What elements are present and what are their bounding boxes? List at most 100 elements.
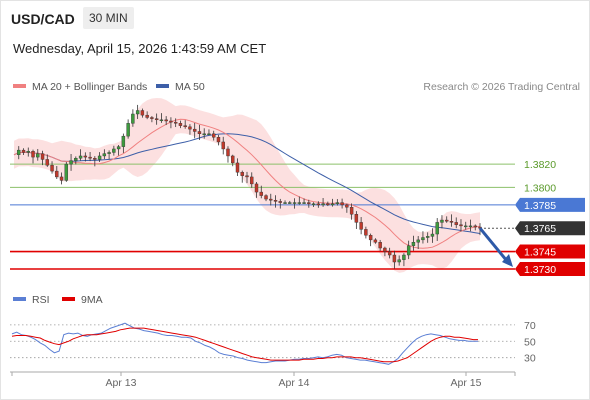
rsi-ma-line <box>11 327 478 363</box>
candle <box>316 201 321 208</box>
candle-up <box>135 110 140 115</box>
candle <box>17 146 21 160</box>
candle <box>83 152 88 162</box>
candle-up <box>64 163 69 181</box>
candle-down <box>231 155 235 164</box>
candle <box>221 136 225 155</box>
candle-down <box>221 141 225 150</box>
candle <box>192 122 197 139</box>
candle <box>21 148 26 156</box>
candle-up <box>435 222 439 235</box>
candle <box>411 235 416 251</box>
candle-up <box>297 202 302 204</box>
candle <box>226 146 230 163</box>
candle-down <box>269 198 273 201</box>
candle-down <box>212 133 216 138</box>
candle <box>269 193 273 206</box>
candle-up <box>126 123 130 137</box>
candle <box>188 124 192 135</box>
candle-down <box>192 128 197 132</box>
candle-down <box>273 200 278 202</box>
candle <box>235 158 240 177</box>
candle <box>364 226 368 239</box>
candle <box>173 118 178 128</box>
candle <box>150 116 154 123</box>
candle <box>26 147 30 157</box>
candle-up <box>74 158 78 161</box>
candle-down <box>21 149 26 153</box>
candle <box>416 236 420 250</box>
candle <box>121 133 126 153</box>
candle-down <box>316 203 321 206</box>
candle-down <box>169 120 173 123</box>
ma50-legend-label: MA 50 <box>175 81 205 93</box>
candle <box>406 240 411 260</box>
candle <box>345 203 349 213</box>
candle-up <box>468 225 473 228</box>
candle-down <box>145 114 149 118</box>
support-tag <box>515 244 585 259</box>
candle <box>36 149 40 161</box>
candle <box>449 214 454 227</box>
candle-down <box>459 224 463 227</box>
candle <box>88 152 92 162</box>
candle-down <box>93 158 97 160</box>
candle <box>231 154 235 167</box>
candle-down <box>364 229 368 236</box>
candle <box>435 218 439 241</box>
candle-down <box>45 159 49 166</box>
candle-down <box>259 191 263 196</box>
bollinger-band <box>14 98 480 273</box>
candle <box>273 195 278 208</box>
candle <box>278 198 282 209</box>
candle-up <box>430 233 435 237</box>
candle <box>116 144 121 156</box>
candle <box>326 201 330 207</box>
candle-down <box>392 254 397 263</box>
interval-badge[interactable]: 30 MIN <box>83 7 134 29</box>
candle <box>64 161 69 182</box>
candle <box>126 119 130 139</box>
candle-down <box>254 183 259 193</box>
candle <box>335 199 340 206</box>
candle <box>397 255 401 266</box>
candle-up <box>102 153 107 157</box>
candle-up <box>335 202 340 204</box>
candle-down <box>216 137 221 143</box>
candle-up <box>26 151 30 153</box>
support-tag <box>515 262 585 277</box>
candle-up <box>406 245 411 256</box>
candle-down <box>150 117 154 119</box>
candle <box>292 198 297 209</box>
candle-down <box>449 221 454 223</box>
candle-down <box>59 176 64 181</box>
candle-up <box>425 236 430 238</box>
ma50-line <box>13 133 481 234</box>
candle <box>164 116 168 126</box>
candle <box>373 238 378 244</box>
candle-up <box>411 241 416 246</box>
candle <box>197 124 202 140</box>
candle <box>154 113 159 125</box>
candle-up <box>121 135 126 147</box>
candle <box>297 196 302 205</box>
candle <box>131 109 135 127</box>
candle <box>207 129 211 136</box>
candle-up <box>283 202 287 204</box>
candle <box>50 161 54 174</box>
candle <box>307 199 311 208</box>
candle-up <box>311 203 316 205</box>
candle-up <box>321 203 325 206</box>
resistance-label: 1.3800 <box>524 182 556 194</box>
candle <box>264 194 268 202</box>
candle <box>31 149 35 164</box>
candle <box>159 113 164 123</box>
candle <box>430 228 435 243</box>
x-axis: Apr 13 Apr 14 Apr 15 <box>10 371 516 389</box>
candle-down <box>250 176 254 185</box>
candle <box>245 171 249 184</box>
candle <box>216 134 221 146</box>
current-tag-label: 1.3765 <box>524 223 556 235</box>
resistance-label: 1.3820 <box>524 159 556 171</box>
